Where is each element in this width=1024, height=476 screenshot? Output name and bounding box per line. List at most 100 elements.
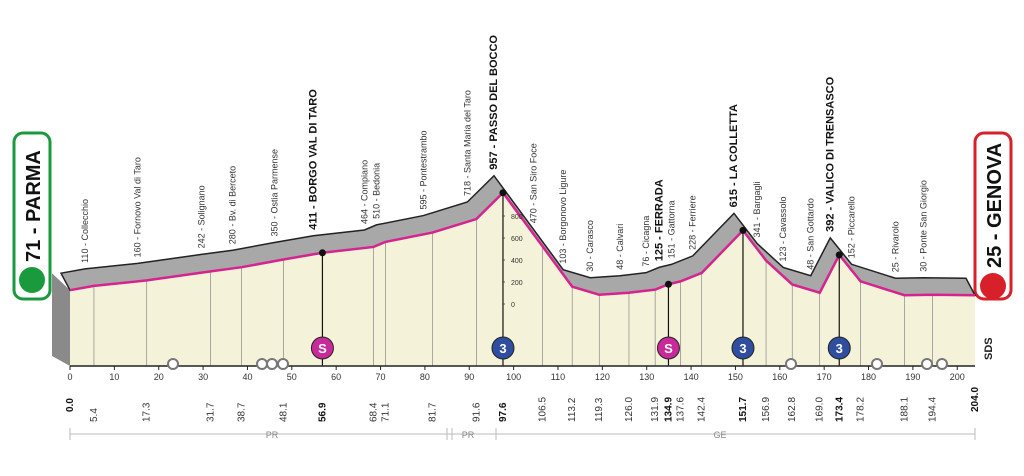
x-tick-label: 170 (817, 372, 832, 382)
x-tick-label: 160 (772, 372, 787, 382)
waypoint-dot (739, 226, 747, 234)
km-label: 71.1 (380, 402, 391, 422)
waypoint-label: 411 - BORGO VAL DI TARO (307, 89, 319, 230)
km-label: 31.7 (206, 402, 217, 422)
waypoint-label: 123 - Cavassolo (778, 196, 788, 261)
region-label: GE (713, 430, 726, 440)
km-label: 126.0 (624, 397, 635, 422)
x-tick-label: 80 (420, 372, 430, 382)
km-label: 91.6 (471, 402, 482, 422)
x-tick-label: 50 (287, 372, 297, 382)
waypoint-label: 151 - Gattorna (666, 200, 676, 258)
km-label: 56.9 (317, 402, 328, 422)
badge (491, 336, 515, 360)
y-tick-label: 400 (511, 258, 523, 265)
profile-line (69, 190, 976, 297)
logo: SDS (983, 337, 995, 360)
x-tick-label: 60 (331, 372, 341, 382)
x-tick-label: 130 (639, 372, 654, 382)
waypoint-label: 30 - Carasco (585, 220, 595, 272)
km-label: 97.6 (498, 402, 509, 422)
km-label: 106.5 (537, 397, 548, 422)
km-label: 119.3 (594, 397, 605, 422)
km-label: 156.9 (761, 397, 772, 422)
km-label: 173.4 (834, 397, 845, 422)
y-tick-label: 200 (511, 280, 523, 287)
km-label: 134.9 (663, 397, 674, 422)
waypoint-label: 595 - Pontestrambo (418, 131, 428, 210)
badge-label: S (664, 341, 673, 356)
x-tick-label: 120 (595, 372, 610, 382)
km-label: 151.7 (738, 397, 749, 422)
km-label: 169.0 (815, 397, 826, 422)
waypoint-label: 957 - PASSO DEL BOCCO (488, 35, 500, 170)
x-tick-label: 40 (242, 372, 252, 382)
km-label: 48.1 (278, 402, 289, 422)
x-tick-label: 190 (905, 372, 920, 382)
km-label: 178.2 (856, 397, 867, 422)
waypoint-label: 510 - Bedonia (371, 163, 381, 219)
profile-fill (70, 192, 975, 366)
badge-label: 3 (499, 341, 506, 356)
waypoint-label: 76 - Cicagna (641, 216, 651, 267)
waypoint-label: 280 - Bv. di Berceto (228, 166, 238, 244)
poi (167, 358, 179, 370)
km-label: 188.1 (899, 397, 910, 422)
region-bar: PR PR GE (69, 428, 976, 440)
poi (256, 358, 268, 370)
x-tick-label: 70 (376, 372, 386, 382)
profile-side (52, 273, 70, 366)
km-label: 137.6 (675, 397, 686, 422)
km-label: 131.9 (650, 397, 661, 422)
x-tick-label: 20 (154, 372, 164, 382)
waypoint-label: 228 - Ferriere (688, 195, 698, 250)
poi (277, 358, 289, 370)
badge (310, 336, 334, 360)
start-label: 71 - PARMA (23, 150, 45, 262)
waypoint-label: 392 - VALICO DI TRENSASCO (824, 76, 836, 231)
start-icon (19, 267, 45, 293)
points-of-interest (167, 358, 948, 370)
badge (656, 336, 680, 360)
x-tick-label: 100 (506, 372, 521, 382)
region-label: PR (462, 430, 475, 440)
x-tick-label: 0 (67, 372, 72, 382)
badge-label: S (318, 341, 327, 356)
waypoint-label: 30 - Ponte San Giorgio (918, 180, 928, 272)
waypoint-label: 718 - Santa Maria del Taro (462, 90, 472, 196)
waypoint-label: 48 - San Gottardo (806, 198, 816, 270)
x-tick-label: 140 (684, 372, 699, 382)
km-label: 17.3 (142, 402, 153, 422)
poi (785, 358, 797, 370)
finish-icon (980, 273, 1006, 299)
km-label: 38.7 (237, 402, 248, 422)
waypoint-label: 464 - Compiano (359, 160, 369, 224)
waypoint-label: 341 - Bargagli (752, 181, 762, 237)
region-label: PR (266, 430, 279, 440)
start-badge (12, 131, 52, 301)
waypoint-dot (835, 251, 843, 259)
waypoint-label: 242 - Solignano (197, 185, 207, 248)
waypoint-label: 25 - Rivarolo (890, 221, 900, 272)
x-tick-label: 90 (464, 372, 474, 382)
poi (266, 358, 278, 370)
waypoint-label: 103 - Borgonovo Ligure (558, 170, 568, 264)
badge (731, 336, 755, 360)
poi (936, 358, 948, 370)
x-tick-label: 30 (198, 372, 208, 382)
y-tick-label: 0 (511, 302, 515, 309)
x-tick-label: 180 (861, 372, 876, 382)
x-tick-label: 10 (109, 372, 119, 382)
waypoint-dot (318, 249, 326, 257)
km-label: 194.4 (927, 397, 938, 422)
y-tick-label: 600 (511, 236, 523, 243)
x-tick-label: 110 (551, 372, 565, 382)
waypoint-label: 615 - LA COLLETTA (728, 104, 740, 207)
waypoint-dot (664, 280, 672, 288)
waypoint-label: 48 - Calvari (615, 224, 625, 270)
x-tick-label: 150 (728, 372, 743, 382)
badge (827, 336, 851, 360)
km-label: 204.0 (970, 387, 981, 412)
finish-label: 25 - GENOVA (984, 143, 1006, 268)
